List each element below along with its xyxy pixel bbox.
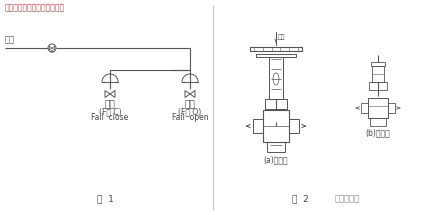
Bar	[269, 57, 283, 99]
Text: 烷炳及衍生物与液位控制阀门: 烷炳及衍生物与液位控制阀门	[5, 3, 65, 12]
Text: (F， C): (F， C)	[99, 107, 121, 116]
Bar	[263, 110, 289, 142]
Bar	[388, 103, 395, 113]
Bar	[256, 54, 296, 57]
Text: (F， O): (F， O)	[179, 107, 202, 116]
Text: 图  1: 图 1	[96, 194, 113, 203]
Text: 气开: 气开	[104, 100, 115, 109]
Bar	[250, 47, 302, 51]
Bar	[368, 98, 388, 118]
Bar	[253, 119, 263, 133]
Bar	[369, 82, 387, 90]
Text: 信号: 信号	[278, 34, 286, 40]
Bar	[372, 66, 384, 82]
Text: Fail  close: Fail close	[91, 113, 129, 122]
Text: 图  2: 图 2	[291, 194, 308, 203]
Text: 压力管道人: 压力管道人	[335, 194, 360, 203]
Text: (a)气关式: (a)气关式	[264, 155, 288, 164]
Bar	[265, 99, 287, 109]
Bar	[371, 62, 385, 66]
Bar	[267, 142, 285, 152]
Bar	[370, 118, 386, 126]
Text: (b)气开式: (b)气开式	[365, 128, 390, 137]
Text: Fail  open: Fail open	[172, 113, 208, 122]
Bar	[289, 119, 299, 133]
Bar	[361, 103, 368, 113]
Text: 气源: 气源	[5, 35, 15, 45]
Text: 气关: 气关	[184, 100, 195, 109]
